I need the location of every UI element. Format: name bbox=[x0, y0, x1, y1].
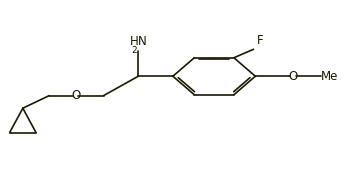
Text: 2: 2 bbox=[131, 46, 136, 55]
Text: O: O bbox=[289, 70, 298, 83]
Text: H: H bbox=[130, 36, 138, 49]
Text: N: N bbox=[138, 36, 146, 49]
Text: Me: Me bbox=[321, 70, 339, 83]
Text: O: O bbox=[71, 89, 80, 102]
Text: F: F bbox=[257, 34, 264, 47]
